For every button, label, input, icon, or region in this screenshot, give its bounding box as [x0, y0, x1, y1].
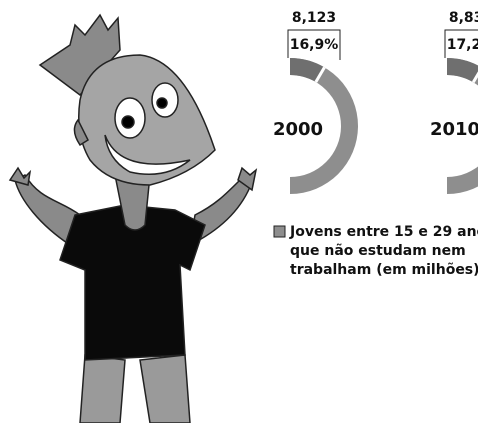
infographic: 8,123 16,9% 2000 8,832 17,2% 2010 Jovens entre…	[0, 0, 478, 423]
center-label: 2010	[430, 119, 478, 140]
cartoon	[10, 15, 256, 423]
value-label: 16,9%	[290, 37, 339, 53]
right-leg	[140, 355, 190, 423]
legend-swatch	[274, 226, 285, 237]
value-label: 17,2%	[447, 37, 478, 53]
legend-text: Jovens entre 15 e 29 anos	[289, 224, 478, 240]
count-label: 8,123	[292, 10, 336, 26]
left-hand	[10, 168, 30, 185]
pupil	[122, 116, 134, 128]
legend-text: trabalham (em milhões)	[290, 262, 478, 278]
left-leg	[80, 355, 125, 423]
center-label: 2000	[273, 119, 323, 140]
legend-text: que não estudam nem	[290, 243, 466, 259]
donut-segment	[447, 58, 478, 82]
count-label: 8,832	[449, 10, 478, 26]
pupil	[157, 98, 167, 108]
